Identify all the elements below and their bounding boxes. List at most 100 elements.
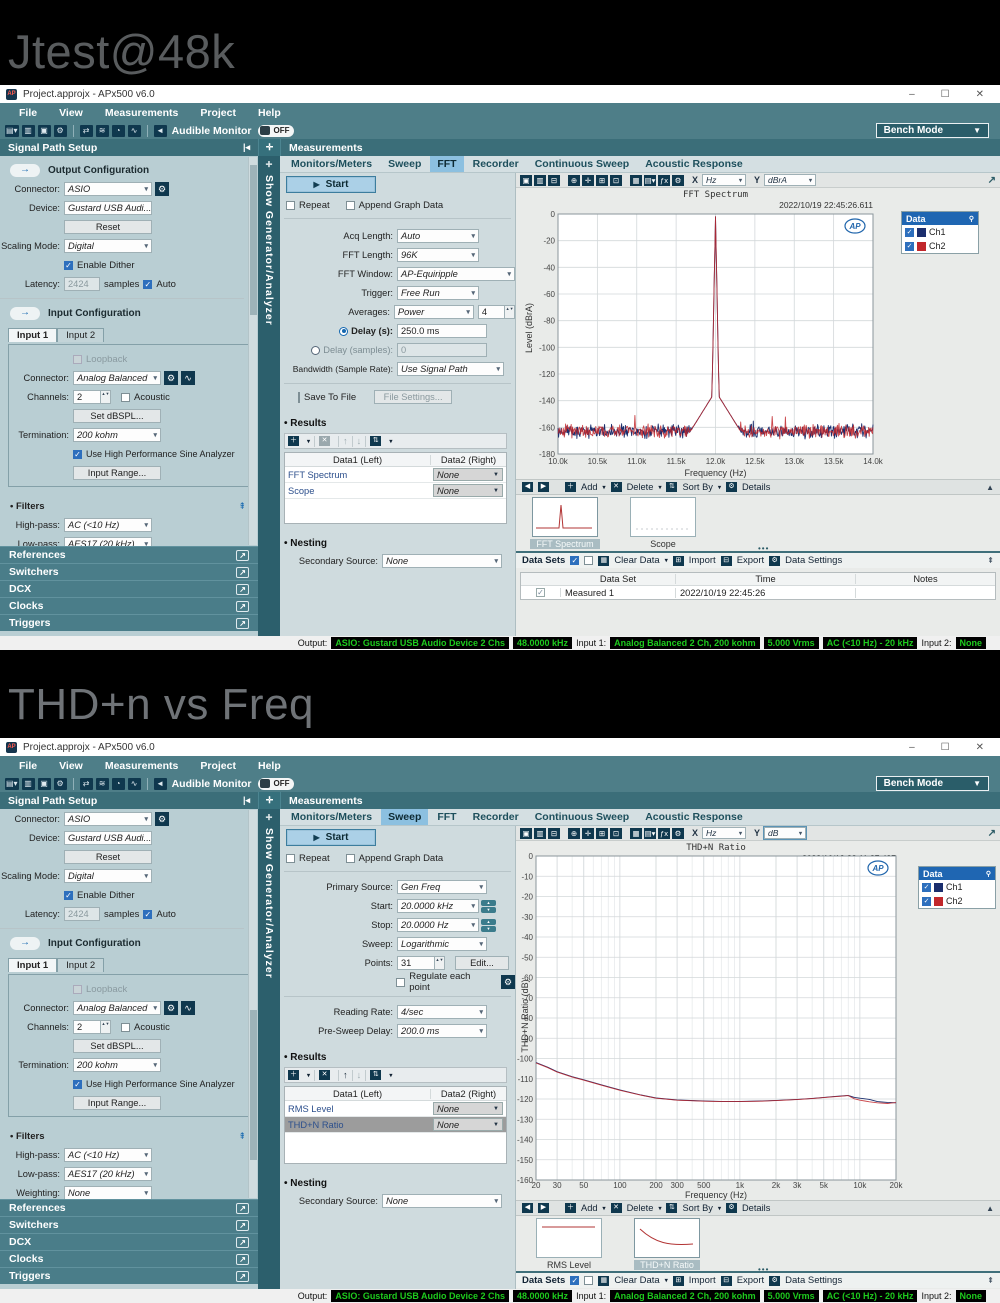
delay-samples-radio[interactable] (311, 345, 321, 355)
high-performance-checkbox[interactable]: ✓ (73, 1079, 82, 1089)
last-result-icon[interactable]: ▶ (538, 1203, 549, 1213)
popout-icon[interactable]: ↗ (236, 600, 249, 612)
connector-gear-icon[interactable]: ⚙ (155, 812, 169, 826)
left-scrollbar[interactable] (248, 810, 257, 1198)
measurement-tab[interactable]: FFT (437, 811, 457, 823)
popout-icon[interactable]: ↗ (236, 1253, 249, 1265)
thumbnail-scope[interactable]: Scope (624, 497, 702, 549)
meter-icon[interactable]: ≋ (95, 124, 109, 137)
high-performance-checkbox[interactable]: ✓ (73, 449, 82, 459)
channels-input[interactable]: 2 (73, 1020, 101, 1034)
minimize-button[interactable]: – (909, 741, 915, 753)
menu-item[interactable]: File (19, 759, 38, 772)
channel-checkbox[interactable]: ✓ (922, 896, 931, 906)
popout-icon[interactable]: ↗ (236, 617, 249, 629)
show-generator-analyzer-strip[interactable]: ✛ Show Generator/Analyzer (258, 156, 280, 636)
popout-icon[interactable]: ↗ (236, 583, 249, 595)
details-icon[interactable]: ⚙ (725, 482, 737, 492)
pre-sweep-delay-select[interactable]: 200.0 ms ▾ (397, 1024, 487, 1038)
bench-mode-dropdown[interactable]: Bench Mode ▼ (875, 776, 989, 791)
sidebar-section[interactable]: DCX ↗ (0, 1233, 258, 1250)
output-device-select[interactable]: Gustard USB Audi...▾ (64, 201, 152, 215)
regulate-checkbox[interactable] (396, 977, 406, 987)
popout-icon[interactable]: ↗ (236, 1236, 249, 1248)
copy-graph-icon[interactable]: ▥ (534, 827, 546, 839)
latency-input[interactable]: 2424 (64, 907, 100, 921)
termination-select[interactable]: 200 kohm ▾ (73, 1058, 161, 1072)
save-to-file-checkbox[interactable] (298, 391, 300, 403)
splitter-grip[interactable]: ••• (758, 544, 770, 553)
output-connector-select[interactable]: ASIO ▾ (64, 182, 152, 196)
maximize-button[interactable]: ☐ (940, 88, 950, 100)
output-device-select[interactable]: Gustard USB Audi...▾ (64, 831, 152, 845)
set-dbspl-button[interactable]: Set dBSPL... (73, 409, 161, 423)
settings-gear-icon[interactable]: ⚙ (53, 777, 67, 790)
add-icon[interactable]: ＋ (565, 1203, 576, 1213)
channel-checkbox[interactable]: ✓ (905, 241, 914, 251)
sweep-icon[interactable]: ∿ (127, 124, 141, 137)
data-set-row[interactable]: ✓ Measured 1 2022/10/19 22:45:26 (521, 586, 995, 599)
reset-button[interactable]: Reset (64, 220, 152, 234)
fx-icon[interactable]: ƒx (658, 174, 670, 186)
sidebar-section[interactable]: References ↗ (0, 1199, 258, 1216)
data2-select[interactable]: None ▼ (433, 1118, 503, 1131)
pan-icon[interactable]: ✛ (582, 174, 594, 186)
result-row[interactable]: RMS Level None ▼ (285, 1101, 506, 1117)
zoom-fit-icon[interactable]: ⊞ (596, 174, 608, 186)
data-table-icon[interactable]: ▦ (630, 827, 642, 839)
fft-spectrum-chart[interactable]: 10.0k 10.5k 11.0k 11.5k 12.0k 12.5k 13.0k 13.5k… (516, 199, 998, 479)
signal-io-icon[interactable]: ⇄ (79, 124, 93, 137)
graph-settings-icon[interactable]: ⚙ (672, 827, 684, 839)
input-connector-select[interactable]: Analog Balanced ▾ (73, 371, 161, 385)
secondary-source-select[interactable]: None ▾ (382, 554, 502, 568)
thumbnail-fft-spectrum[interactable]: FFT Spectrum (526, 497, 604, 549)
legend-item[interactable]: ✓ Ch2 (922, 896, 963, 906)
audible-monitor-toggle[interactable]: OFF (258, 777, 295, 790)
channels-spinner[interactable]: ▲▼ (101, 1020, 111, 1034)
delete-icon[interactable]: ✕ (610, 1203, 622, 1213)
reset-button[interactable]: Reset (64, 850, 152, 864)
save-graph-icon[interactable]: ▣ (520, 174, 532, 186)
collapse-panel-icon[interactable]: |◂ (242, 795, 250, 805)
measurement-tab[interactable]: Acoustic Response (645, 811, 743, 823)
print-graph-icon[interactable]: ⊟ (548, 827, 560, 839)
sort-icon[interactable]: ⇅ (370, 436, 382, 446)
averages-spinner[interactable]: ▲▼ (505, 305, 516, 319)
trigger-select[interactable]: Free Run ▾ (397, 286, 479, 300)
pin-icon[interactable]: ⇞ (238, 1130, 246, 1141)
menu-item[interactable]: Help (257, 759, 281, 772)
export-icon[interactable]: ⊟ (720, 1275, 732, 1286)
sidebar-section[interactable]: References ↗ (0, 546, 258, 563)
new-project-icon[interactable]: ▤▾ (5, 124, 19, 137)
menu-item[interactable]: View (59, 759, 83, 772)
save-project-icon[interactable]: ▣ (37, 124, 51, 137)
sweep-type-select[interactable]: Logarithmic ▾ (397, 937, 487, 951)
delay-s-input[interactable]: 250.0 ms (397, 324, 487, 338)
menu-item[interactable]: View (59, 106, 83, 119)
pin-icon[interactable]: ⚲ (985, 870, 991, 878)
settings-gear-icon[interactable]: ⚙ (53, 124, 67, 137)
channels-spinner[interactable]: ▲▼ (101, 390, 111, 404)
sort-icon[interactable]: ⇅ (666, 1203, 678, 1213)
channel-checkbox[interactable]: ✓ (905, 227, 914, 237)
fft-length-select[interactable]: 96K ▾ (397, 248, 479, 262)
show-generator-analyzer-strip[interactable]: ✛ Show Generator/Analyzer (258, 809, 280, 1289)
data2-select[interactable]: None ▼ (433, 484, 503, 497)
minimize-button[interactable]: – (909, 88, 915, 100)
measurement-tab[interactable]: Recorder (472, 158, 519, 170)
measurement-tab[interactable]: Monitors/Meters (291, 158, 373, 170)
sort-icon[interactable]: ⇅ (666, 482, 678, 492)
sidebar-section[interactable]: Clocks ↗ (0, 597, 258, 614)
move-down-icon[interactable]: ↓ (356, 1070, 362, 1080)
collapse-panel-icon[interactable]: |◂ (242, 142, 250, 152)
splitter-grip[interactable]: ••• (758, 1265, 770, 1274)
measurement-tab[interactable]: Continuous Sweep (534, 158, 630, 170)
legend-item[interactable]: ✓ Ch1 (905, 227, 946, 237)
secondary-source-select[interactable]: None ▾ (382, 1194, 502, 1208)
sweep-icon[interactable]: ∿ (127, 777, 141, 790)
pin-icon[interactable]: ⇞ (987, 1276, 994, 1285)
close-button[interactable]: ✕ (975, 88, 984, 100)
set-dbspl-button[interactable]: Set dBSPL... (73, 1039, 161, 1053)
input-range-button[interactable]: Input Range... (73, 466, 161, 480)
sidebar-section[interactable]: Triggers ↗ (0, 614, 258, 631)
